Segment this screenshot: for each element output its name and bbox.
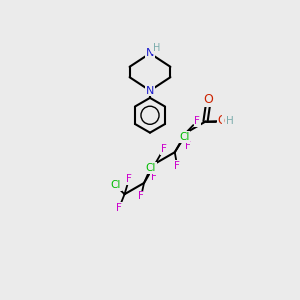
Text: F: F <box>126 174 132 184</box>
Text: F: F <box>138 191 144 202</box>
Text: N: N <box>146 48 154 59</box>
Text: F: F <box>116 203 122 213</box>
Text: Cl: Cl <box>146 163 156 173</box>
Text: F: F <box>185 141 191 151</box>
Text: H: H <box>223 116 231 126</box>
Text: O: O <box>218 114 227 128</box>
Text: N: N <box>146 85 154 96</box>
Text: F: F <box>194 116 200 126</box>
Text: O: O <box>203 93 213 106</box>
Text: F: F <box>161 144 167 154</box>
Text: H: H <box>153 43 160 53</box>
Text: F: F <box>174 161 180 171</box>
Text: Cl: Cl <box>179 132 190 142</box>
Text: H: H <box>226 116 233 127</box>
Text: O: O <box>223 115 232 128</box>
Text: F: F <box>151 172 157 182</box>
Text: Cl: Cl <box>110 180 121 190</box>
